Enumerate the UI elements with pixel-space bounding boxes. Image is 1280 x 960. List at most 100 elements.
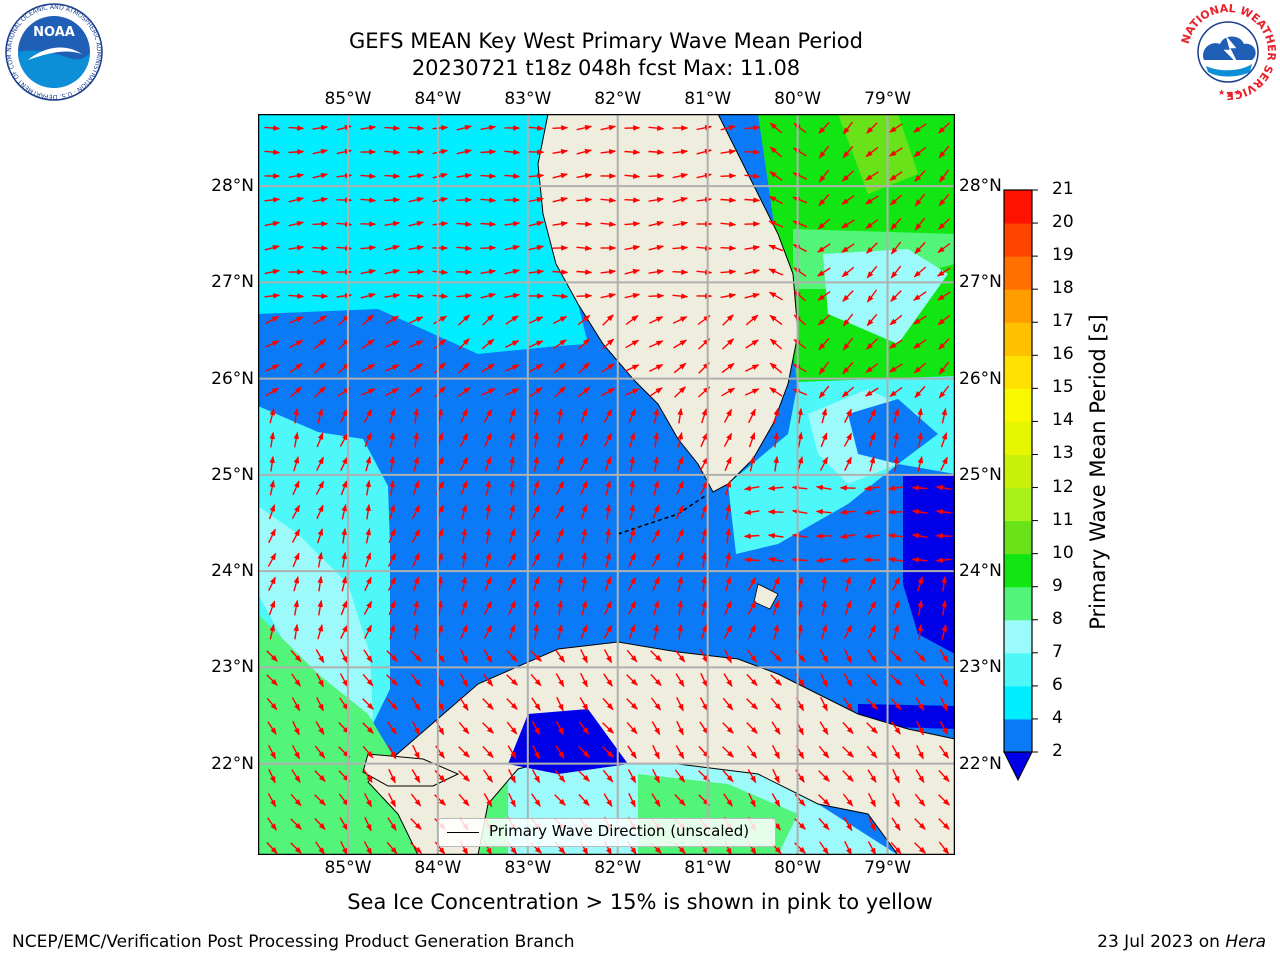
wave-arrow	[387, 576, 397, 591]
colorbar-tick-label: 17	[1052, 311, 1074, 332]
wave-arrow	[483, 649, 493, 664]
wave-arrow	[768, 291, 783, 301]
wave-arrow	[457, 314, 471, 326]
wave-arrow	[264, 221, 280, 227]
wave-arrow	[626, 721, 638, 735]
wave-arrow	[484, 576, 492, 592]
wave-arrow	[652, 744, 660, 760]
wave-arrow	[264, 149, 281, 155]
wave-arrow	[865, 362, 879, 374]
wave-arrow	[604, 576, 612, 592]
colorbar-segment	[1004, 256, 1032, 290]
wave-arrow	[408, 316, 424, 324]
wave-arrow	[365, 456, 372, 472]
wave-arrow	[364, 552, 372, 568]
wave-arrow	[744, 173, 761, 179]
wave-arrow	[720, 197, 737, 203]
wave-arrow	[938, 169, 950, 183]
wave-arrow	[672, 269, 689, 275]
wave-arrow	[528, 125, 545, 131]
lat-tick-label: 24°N	[211, 561, 254, 582]
wave-arrow	[700, 432, 708, 448]
sea-ice-caption: Sea Ice Concentration > 15% is shown in …	[347, 890, 933, 914]
wave-arrow	[360, 173, 377, 179]
wave-arrow	[533, 407, 539, 424]
wave-arrow	[314, 745, 326, 759]
wave-arrow	[531, 793, 541, 807]
colorbar-segment	[1004, 487, 1032, 522]
wave-arrow	[293, 431, 299, 448]
wave-arrow	[504, 339, 520, 349]
wave-arrow	[772, 576, 780, 592]
wave-arrow	[747, 576, 757, 591]
wave-arrow	[818, 770, 830, 782]
wave-arrow	[484, 456, 492, 472]
wave-arrow	[577, 386, 591, 398]
wave-arrow	[866, 242, 878, 254]
wave-arrow	[891, 721, 901, 735]
colorbar	[1003, 189, 1038, 782]
wave-arrow	[528, 245, 544, 251]
wave-arrow	[916, 744, 924, 760]
wave-arrow	[723, 793, 733, 807]
wave-arrow	[483, 769, 493, 783]
wave-arrow	[696, 269, 713, 275]
wave-arrow	[628, 792, 636, 808]
wave-arrow	[553, 362, 567, 374]
wave-arrow	[483, 793, 493, 808]
wave-arrow	[767, 533, 784, 539]
wave-arrow	[386, 674, 398, 686]
wave-arrow	[891, 817, 901, 831]
wave-arrow	[725, 551, 731, 568]
wave-arrow	[917, 576, 924, 592]
map-panel	[258, 114, 955, 855]
lon-tick-label: 84°W	[414, 89, 462, 109]
wave-arrow	[365, 503, 371, 520]
wave-arrow	[817, 314, 831, 326]
wave-arrow	[265, 387, 280, 397]
wave-arrow	[480, 221, 497, 227]
wave-arrow	[817, 267, 831, 277]
wave-arrow	[746, 745, 758, 759]
wave-arrow	[581, 575, 587, 592]
wave-arrow	[865, 218, 879, 230]
wave-arrow	[892, 600, 900, 616]
wave-arrow	[890, 697, 902, 711]
wave-arrow	[720, 149, 737, 155]
wave-arrow	[626, 649, 638, 663]
wave-arrow	[530, 650, 542, 662]
wave-arrow	[531, 697, 541, 711]
wave-arrow	[725, 576, 732, 592]
wave-arrow	[482, 698, 494, 710]
colorbar-segment	[1004, 190, 1032, 224]
wave-arrow	[770, 697, 782, 711]
wave-arrow	[458, 362, 471, 374]
wave-arrow	[433, 315, 448, 325]
wave-arrow	[839, 509, 856, 515]
wave-arrow	[624, 268, 640, 275]
wave-arrow	[648, 197, 665, 203]
wave-arrow	[913, 339, 927, 349]
wave-arrow	[767, 485, 784, 491]
wave-arrow	[579, 432, 589, 448]
wave-arrow	[792, 388, 808, 396]
wave-arrow	[362, 722, 374, 734]
wave-arrow	[720, 293, 737, 299]
wave-arrow	[913, 291, 927, 301]
wave-arrow	[578, 794, 590, 807]
wave-arrow	[316, 672, 324, 688]
wave-arrow	[580, 480, 588, 496]
wave-arrow	[815, 485, 832, 491]
wave-arrow	[890, 290, 902, 302]
wave-arrow	[458, 793, 470, 807]
wave-arrow	[839, 557, 856, 563]
wave-arrow	[939, 721, 949, 736]
wave-arrow	[914, 241, 926, 255]
wave-arrow	[552, 149, 569, 155]
wave-arrow	[770, 674, 782, 686]
wave-arrow	[364, 816, 372, 832]
wave-arrow	[866, 122, 878, 134]
wave-arrow	[890, 217, 902, 231]
lat-tick-label: 27°N	[211, 272, 254, 293]
wave-arrow	[819, 456, 829, 471]
